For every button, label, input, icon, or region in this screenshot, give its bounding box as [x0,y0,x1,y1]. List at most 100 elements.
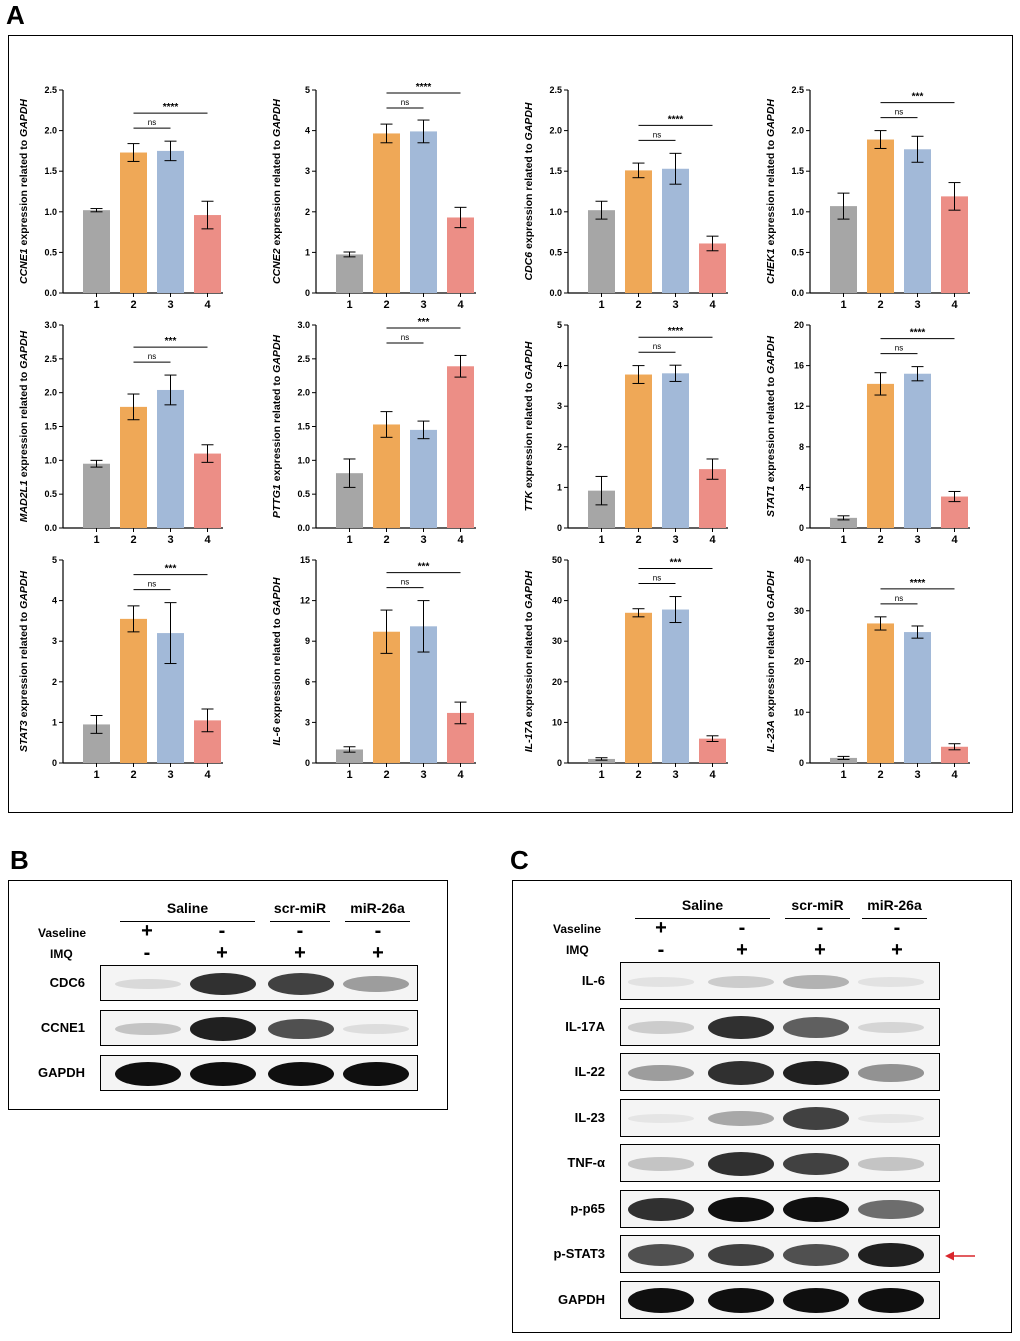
y-axis-label-ref: GAPDH [523,341,535,379]
blot-strip [620,1280,940,1319]
y-tick-label: 0.5 [297,489,310,499]
treatment-sign: + [216,942,228,964]
y-axis-label-gene: CHEK1 [765,248,777,284]
y-axis-label: STAT1 expression related to GAPDH [765,336,777,518]
blot-band [858,1287,924,1314]
x-tick-label: 4 [204,534,211,546]
y-axis-label-gene: PTTG1 [271,484,283,518]
panel-label-b: B [10,845,29,875]
blot-band [708,1196,774,1223]
treatment-sign: - [893,917,901,939]
bar [373,424,400,528]
y-axis-label: IL-6 expression related to GAPDH [271,577,283,745]
blot-strip [100,1010,418,1046]
y-tick-label: 1 [305,247,310,257]
y-axis-label-gene: MAD2L1 [18,480,30,522]
blot-band [708,1061,774,1085]
chart-mad2l1: MAD2L1 expression related to GAPDH 0.0 0.5… [15,310,255,555]
blot-band [858,1114,924,1123]
treatment-sign: + [814,939,826,961]
y-axis-label-gene: CCNE1 [18,248,30,284]
x-tick-label: 1 [346,299,352,311]
y-tick-label: 30 [794,606,804,616]
treatment-sign: + [655,917,667,939]
blot-band [268,973,334,995]
significance-label: ns [895,344,903,353]
bar [194,453,221,528]
bar [336,749,363,763]
bar [120,618,147,763]
y-tick-label: 2.5 [44,85,57,95]
y-axis-label: CCNE1 expression related to GAPDH [18,99,30,284]
x-tick-label: 3 [914,299,920,311]
y-axis-label-gene: STAT3 [18,720,30,752]
blot-band [708,1287,774,1314]
bar [120,406,147,528]
treatment-sign: - [816,917,824,939]
y-axis-label: STAT3 expression related to GAPDH [18,571,30,753]
bar [625,612,652,763]
y-axis-label-text: expression related to [271,373,283,484]
blot-label: IL-6 [581,973,605,988]
y-axis-label-ref: GAPDH [271,577,283,615]
blot-band [190,972,256,996]
panel-label-a: A [6,0,25,30]
chart-ccne2: CCNE2 expression related to GAPDH 0 1 2 3 4 5 1… [268,75,508,320]
y-tick-label: 3 [52,636,57,646]
blot-band [783,1107,849,1130]
bar [867,623,894,763]
bar [830,206,857,293]
blot-band [783,1152,849,1176]
blot-band [115,978,181,990]
blot-band [858,1199,924,1220]
y-axis-label: MAD2L1 expression related to GAPDH [18,330,30,522]
blot-label: CCNE1 [40,1020,85,1035]
y-axis-label-text: expression related to [765,609,777,720]
bar [410,429,437,528]
bar [830,757,857,763]
bar [830,517,857,528]
x-tick-label: 4 [204,769,211,781]
significance-label: **** [416,82,432,93]
y-axis-label-gene: IL-6 [271,727,283,746]
y-axis-label-ref: GAPDH [18,571,30,609]
x-tick-label: 1 [93,299,99,311]
blot-band [628,1287,694,1314]
blot-band [783,1287,849,1314]
treatment-sign: - [374,920,382,942]
y-axis-label-gene: CDC6 [523,252,535,281]
blot-strip [620,1144,940,1182]
bar [904,632,931,763]
y-axis-label: CHEK1 expression related to GAPDH [765,99,777,284]
y-axis-label-ref: GAPDH [271,99,283,137]
x-tick-label: 3 [672,299,678,311]
blot-band [268,1061,334,1087]
x-tick-label: 2 [130,769,136,781]
y-tick-label: 2.5 [44,354,57,364]
y-tick-label: 9 [305,636,310,646]
blot-band [628,1064,694,1082]
y-tick-label: 0.0 [549,288,562,298]
y-tick-label: 2.5 [791,85,804,95]
x-tick-label: 3 [420,769,426,781]
y-axis-label-ref: GAPDH [523,102,535,140]
blot-strip [620,1098,940,1137]
significance-label: **** [668,326,684,337]
y-tick-label: 1.0 [297,455,310,465]
chart-il23a: IL-23A expression related to GAPDH 0 10 20 3… [762,545,1002,790]
bar [410,131,437,293]
x-tick-label: 1 [598,299,604,311]
treatment-sign: + [372,942,384,964]
y-tick-label: 3.0 [44,320,57,330]
x-tick-label: 4 [709,299,716,311]
x-tick-label: 2 [877,534,883,546]
chart-cdc6: CDC6 expression related to GAPDH 0.0 0.5 1.… [520,75,760,320]
bar [83,210,110,293]
x-tick-label: 4 [457,769,464,781]
blot-band [783,1196,849,1223]
y-tick-label: 1 [52,717,57,727]
bar [120,152,147,293]
bar [588,210,615,293]
y-tick-label: 15 [300,555,310,565]
bar [662,168,689,293]
